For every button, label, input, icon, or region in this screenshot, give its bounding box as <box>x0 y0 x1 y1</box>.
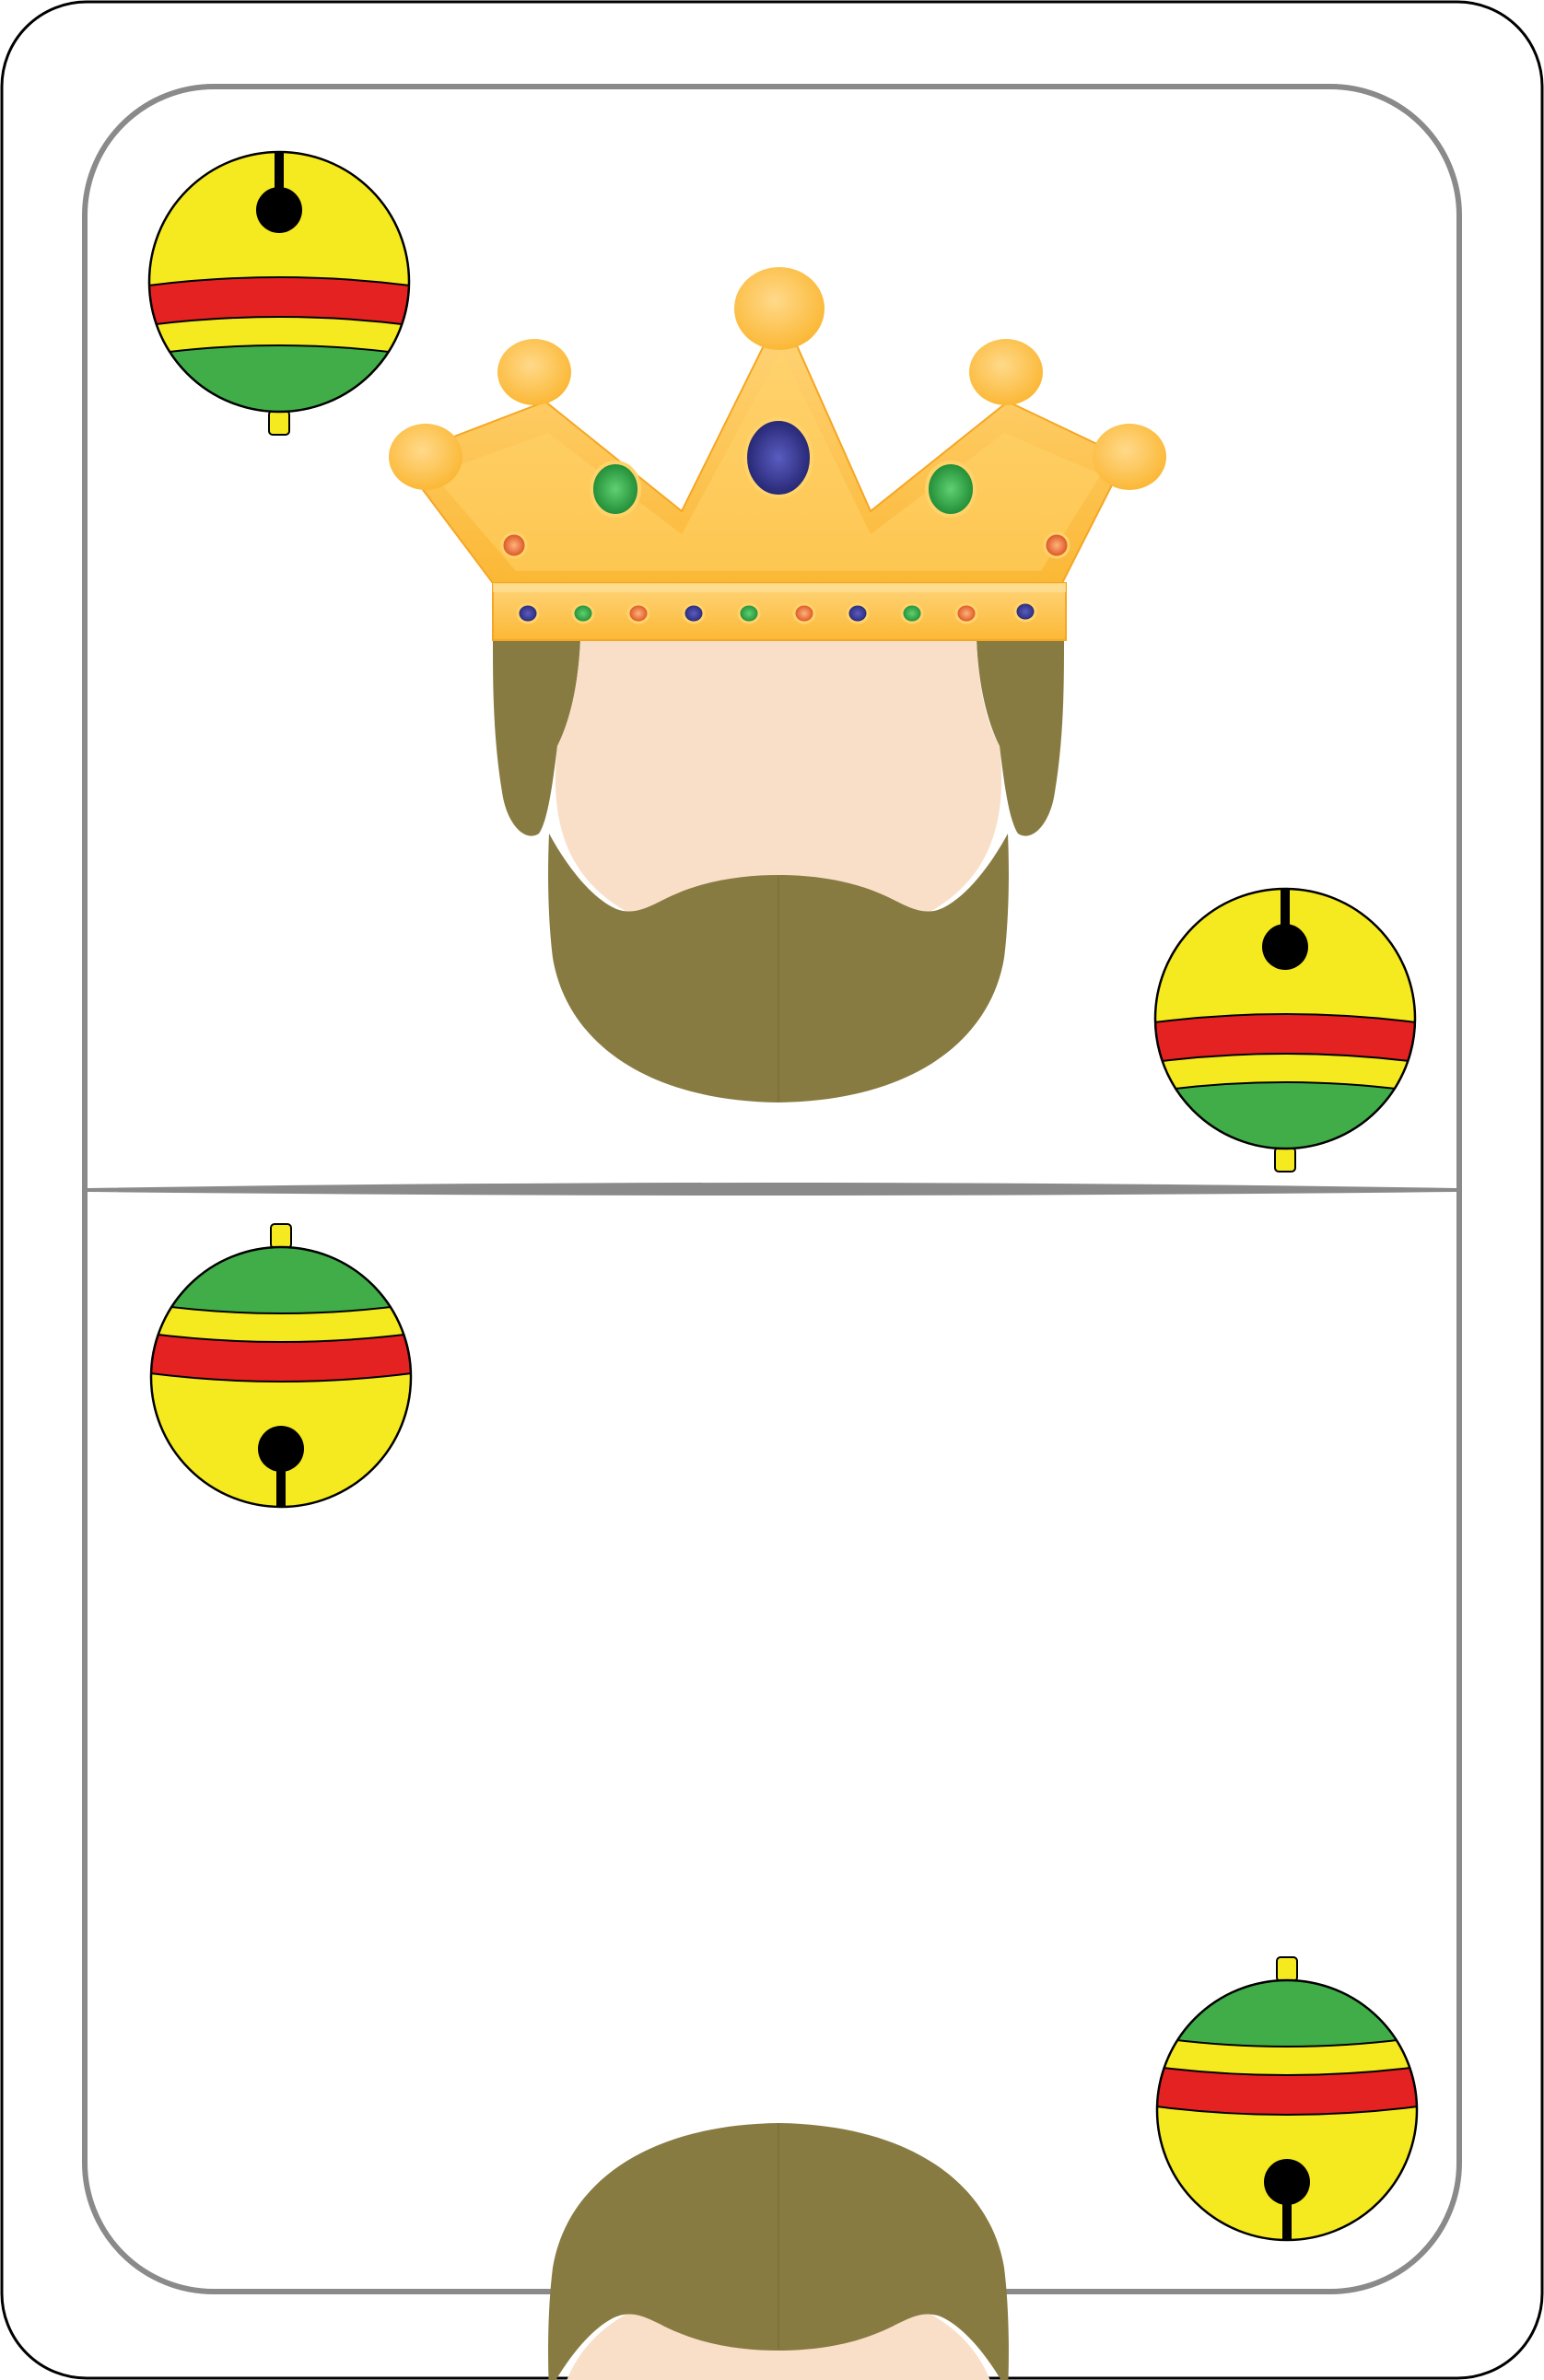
center-divider <box>87 1183 1457 1196</box>
